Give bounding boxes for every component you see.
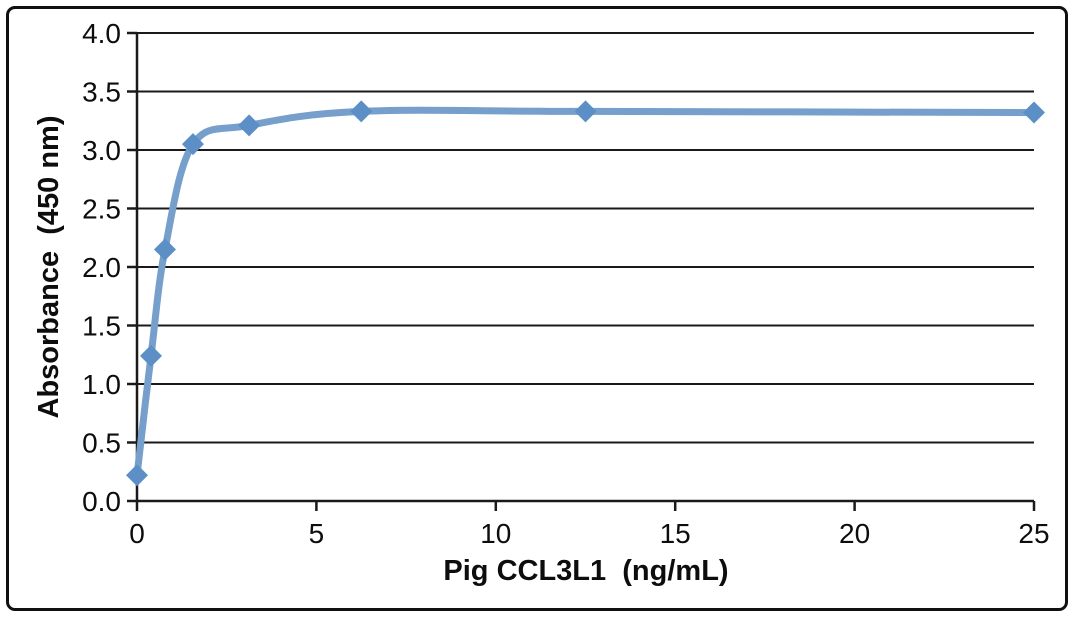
y-tick-label: 3.0: [82, 135, 121, 166]
y-tick-label: 4.0: [82, 18, 121, 49]
y-tick-label: 1.5: [82, 311, 121, 342]
data-point-marker: [153, 238, 176, 261]
data-point-marker: [1023, 101, 1045, 124]
y-tick-label: 2.0: [82, 252, 121, 283]
axes-layer: [127, 31, 1036, 511]
x-tick-label: 20: [839, 518, 870, 549]
tick-labels-layer: 0.0 0.5 1.0 1.5 2.0 2.5 3.0 3.5 4.0 0 5 10 15 20 25: [82, 18, 1050, 549]
data-point-marker: [126, 464, 148, 487]
x-tick-label: 0: [129, 518, 145, 549]
data-point-marker: [350, 100, 373, 123]
data-point-marker: [139, 344, 162, 367]
y-tick-label: 0.5: [82, 428, 121, 459]
x-axis-title: Pig CCL3L1 (ng/mL): [443, 555, 728, 587]
x-tick-label: 25: [1018, 518, 1049, 549]
data-point-marker: [574, 100, 597, 123]
y-tick-label: 0.0: [82, 486, 121, 517]
y-tick-label: 1.0: [82, 369, 121, 400]
series-line: [133, 106, 1038, 479]
x-tick-label: 15: [660, 518, 691, 549]
y-axis-title: Absorbance (450 nm): [33, 116, 65, 419]
x-tick-label: 10: [480, 518, 511, 549]
chart-frame-border: [6, 6, 1068, 611]
y-tick-label: 3.5: [82, 77, 121, 108]
x-tick-label: 5: [309, 518, 325, 549]
data-point-marker: [181, 133, 204, 156]
data-point-marker: [238, 114, 261, 137]
y-tick-label: 2.5: [82, 194, 121, 225]
data-series-layer: [126, 100, 1045, 487]
